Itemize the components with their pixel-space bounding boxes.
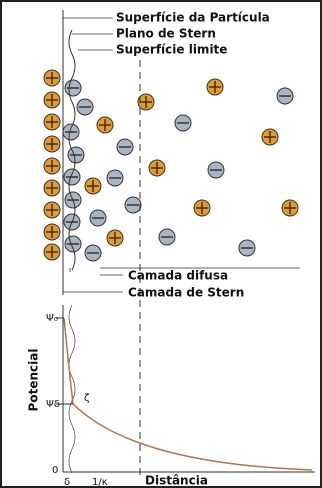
origin-label: 0 <box>52 465 58 476</box>
label: Camada de Stern <box>128 286 244 300</box>
delta-label: δ <box>64 477 70 488</box>
psi0-label: Ψ₀ <box>46 313 58 324</box>
label: Superfície da Partícula <box>116 11 270 25</box>
label: Camada difusa <box>128 269 228 283</box>
psi-delta-label: Ψδ <box>46 399 60 410</box>
label: Plano de Stern <box>116 27 216 41</box>
y-label: Potencial <box>27 349 41 412</box>
ions <box>44 70 298 261</box>
label: Superfície limite <box>116 43 227 57</box>
zeta-label: ζ <box>84 393 89 404</box>
diagram: Superfície da Partícula Plano de Stern S… <box>0 0 322 488</box>
page: {"labels": {"particle_surface": "Superfí… <box>0 0 322 488</box>
potential-curve <box>64 318 312 470</box>
debye-label: 1/κ <box>92 477 108 488</box>
x-label: Distância <box>145 474 208 488</box>
